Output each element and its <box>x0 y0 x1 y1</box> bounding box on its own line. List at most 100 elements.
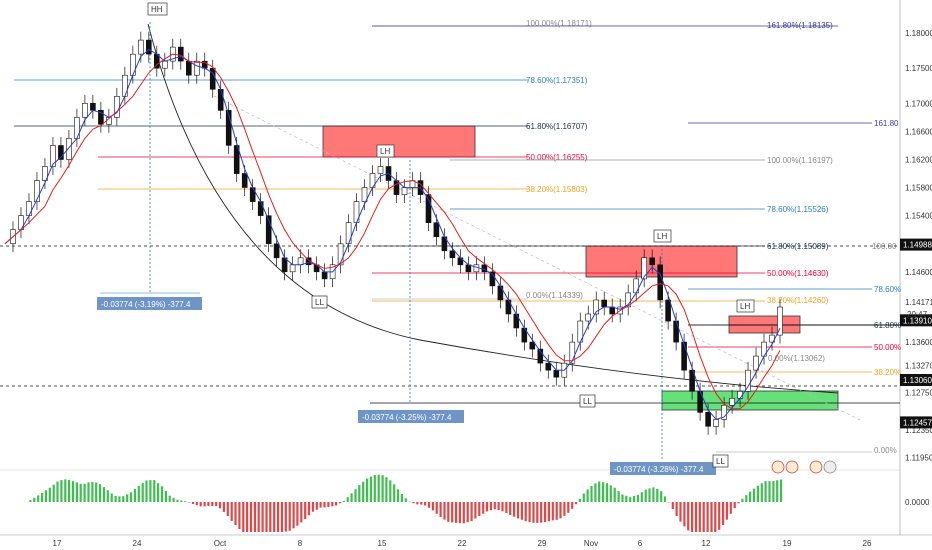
oscillator-bar <box>574 502 578 505</box>
arc-curve[interactable] <box>147 23 839 394</box>
fib2-500: 50.00%(1.14630) <box>767 269 829 278</box>
oscillator-bar <box>52 484 55 502</box>
oscillator-bar <box>56 481 59 502</box>
oscillator-bar <box>733 502 736 509</box>
oscillator-bar <box>435 502 438 514</box>
svg-text:LL: LL <box>315 298 324 307</box>
fib3-1618: 161.80 <box>874 119 899 128</box>
candle-body <box>297 257 304 266</box>
oscillator-bar <box>540 502 543 523</box>
swing-label-lh-2[interactable]: LH <box>653 229 672 243</box>
oscillator-bar <box>222 502 225 512</box>
x-tick-label: 17 <box>53 539 62 548</box>
candle-body <box>753 355 759 371</box>
oscillator-bar <box>385 477 388 502</box>
candle-body <box>377 166 384 174</box>
y-tick-label: 1.11950 <box>905 453 932 462</box>
candle-body <box>529 341 536 350</box>
oscillator-bar <box>424 502 427 506</box>
oscillator-bar <box>366 478 369 502</box>
x-tick-label: Oct <box>214 539 227 548</box>
oscillator-bar <box>253 502 256 532</box>
oscillator-bar <box>149 480 152 502</box>
oscillator-bar <box>702 502 705 532</box>
candle-body <box>361 187 368 202</box>
candle-body <box>66 138 72 160</box>
candle-body <box>162 60 168 69</box>
swing-label-ll-3[interactable]: LL <box>712 454 729 468</box>
swing-label-lh-1[interactable]: LH <box>376 144 395 158</box>
oscillator-bar <box>188 502 191 503</box>
oscillator-bar <box>706 502 709 532</box>
swing-label-ll-1[interactable]: LL <box>311 295 328 309</box>
oscillator-bar <box>215 502 218 507</box>
oscillator-bar <box>431 502 434 511</box>
candle-body <box>345 222 352 245</box>
oscillator-bar <box>242 502 245 532</box>
oscillator-bar <box>369 476 372 502</box>
candle-body <box>601 299 608 308</box>
fib3-000: 0.00% <box>874 446 897 455</box>
time-axis[interactable]: 17 24 Oct 8 15 22 29 Nov 6 12 19 26 <box>53 539 872 548</box>
swing-label-lh-3[interactable]: LH <box>736 299 755 313</box>
svg-text:LH: LH <box>657 232 667 241</box>
candle-body <box>289 264 296 273</box>
svg-text:LH: LH <box>740 302 750 311</box>
oscillator-bar <box>609 485 612 502</box>
oscillator-bar <box>133 489 136 502</box>
oscillator-bar <box>729 502 732 514</box>
fib3-500: 50.00% <box>874 343 901 352</box>
oscillator-bar <box>284 502 287 532</box>
fib1-382: 38.20%(1.15803) <box>526 185 588 194</box>
price-tag-label: 1.13060 <box>903 376 932 385</box>
oscillator-bar <box>536 502 539 523</box>
fib-set-2[interactable]: 161.80%(1.18135) 100.00%(1.16197) 78.60%… <box>372 21 838 305</box>
oscillator-bar <box>474 502 477 519</box>
candle-body <box>657 264 664 301</box>
candle-body <box>257 201 264 216</box>
fib2-1618: 161.80%(1.18135) <box>767 21 833 30</box>
oscillator-bar <box>752 488 756 502</box>
oscillator-bar <box>737 502 740 504</box>
x-tick-label: 29 <box>538 539 547 548</box>
oscillator-bar <box>64 479 67 502</box>
oscillator-bar <box>416 502 419 505</box>
candle-body <box>545 362 552 371</box>
swing-label-hh[interactable]: HH <box>147 2 168 16</box>
oscillator-bar <box>567 502 570 513</box>
measure-box-1[interactable]: -0.03774 (-3.19%) -377.4 <box>97 297 202 310</box>
oscillator-bar <box>439 502 442 517</box>
measure-label-1: -0.03774 (-3.19%) -377.4 <box>101 300 191 309</box>
candle-body <box>625 292 632 308</box>
candle-body <box>98 110 104 125</box>
oscillator-bar <box>636 494 639 502</box>
candle-body <box>90 103 96 111</box>
oscillator-bar <box>633 496 636 502</box>
swing-label-ll-2[interactable]: LL <box>579 394 596 408</box>
oscillator-bar <box>644 489 647 502</box>
price-axis[interactable]: 1.18000 1.17500 1.17000 1.16600 1.16200 1.158… <box>905 29 932 462</box>
price-tags: 1.14988 1.13910 1.13060 1.12457 <box>900 238 932 429</box>
oscillator-bar <box>304 502 307 520</box>
measure-box-2[interactable]: -0.03774 (-3.25%) -377.4 <box>358 410 464 423</box>
oscillator-bar <box>33 497 36 502</box>
oscillator-bar <box>381 475 384 502</box>
candle-body <box>465 264 472 273</box>
candle-body <box>705 411 711 427</box>
oscillator-bar <box>44 490 47 502</box>
supply-zone-1[interactable] <box>322 125 476 158</box>
oscillator-bar <box>288 502 291 531</box>
oscillator-bar <box>323 502 326 508</box>
measure-box-3[interactable]: -0.03774 (-3.28%) -377.4 <box>610 462 716 475</box>
trend-line-dashed[interactable] <box>213 95 861 421</box>
oscillator-bar <box>520 502 523 520</box>
oscillator-bar <box>776 480 779 502</box>
demand-zone[interactable] <box>661 390 839 411</box>
candle-body <box>681 341 687 371</box>
supply-zone-3[interactable] <box>728 315 801 334</box>
oscillator-bar <box>679 502 682 522</box>
candle-body <box>489 271 496 287</box>
event-flag-icons[interactable] <box>771 460 837 474</box>
oscillator-bar <box>230 502 233 521</box>
